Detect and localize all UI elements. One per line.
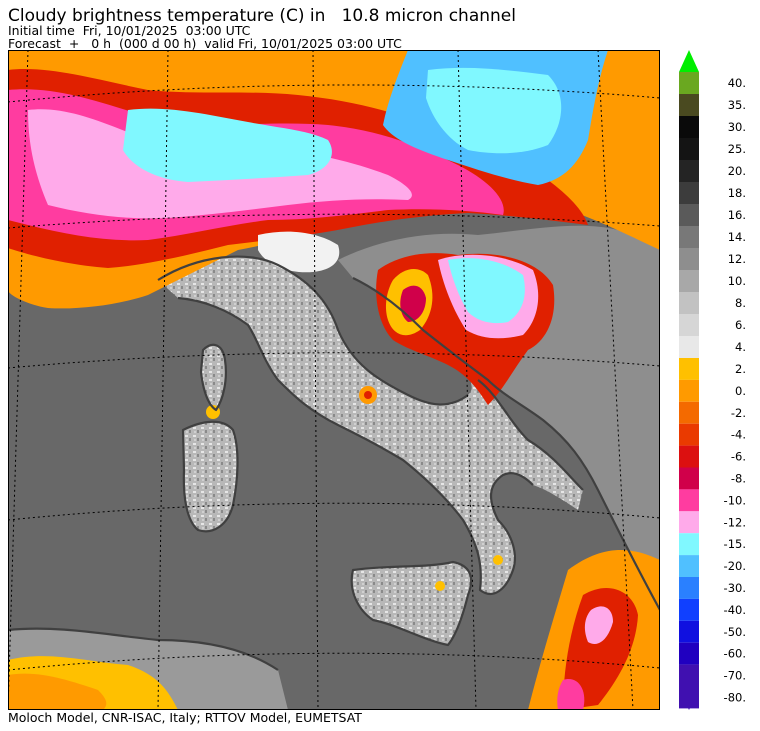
legend-label: -70.	[724, 669, 746, 683]
legend-swatch	[679, 248, 699, 270]
grid-line	[457, 50, 477, 710]
legend-swatch	[679, 533, 699, 556]
cloud-adriatic-magenta	[400, 285, 426, 322]
legend-swatch	[679, 160, 699, 182]
legend-label: -80.	[724, 690, 746, 704]
cloud-adriatic-cyan	[448, 258, 525, 324]
legend-label: 40.	[728, 76, 746, 90]
legend-label: 30.	[728, 120, 746, 134]
legend-label: 6.	[735, 318, 746, 332]
legend-label: -40.	[724, 603, 746, 617]
coastline-balkans	[352, 277, 660, 611]
legend-swatch	[679, 314, 699, 336]
credit-text: Moloch Model, CNR-ISAC, Italy; RTTOV Mod…	[8, 710, 362, 725]
legend-swatch	[679, 555, 699, 577]
cloud-spot	[364, 391, 372, 399]
map-border	[8, 50, 660, 710]
land-italy	[158, 256, 583, 594]
legend-swatch	[679, 423, 699, 446]
legend-swatch	[679, 664, 699, 687]
legend-label: -15.	[724, 537, 746, 551]
legend-swatch	[679, 445, 699, 468]
legend-label: -6.	[731, 450, 746, 464]
cloud-ionian-magenta	[557, 679, 585, 710]
legend-label: 4.	[735, 340, 746, 354]
legend-label: -8.	[731, 471, 746, 485]
grid-line	[597, 50, 634, 710]
legend-swatch	[679, 270, 699, 292]
map-title: Cloudy brightness temperature (C) in 10.…	[8, 6, 516, 26]
legend-label: 16.	[728, 208, 746, 222]
legend-label: -12.	[724, 515, 746, 529]
legend-label: 35.	[728, 98, 746, 112]
grid-line	[157, 50, 169, 710]
initial-time-label: Initial time Fri, 10/01/2025 03:00 UTC	[8, 23, 251, 38]
legend-swatch	[679, 226, 699, 248]
legend-label: 0.	[735, 384, 746, 398]
legend-swatch	[679, 204, 699, 226]
forecast-label: Forecast + 0 h (000 d 00 h) valid Fri, 1…	[8, 36, 402, 51]
legend-label: 20.	[728, 164, 746, 178]
legend-label: -50.	[724, 625, 746, 639]
cloud-ionian-red	[563, 587, 638, 710]
legend-swatch	[679, 182, 699, 204]
coastline-corsica	[199, 343, 227, 412]
coastline-italy	[157, 255, 584, 595]
legend-label: 2.	[735, 362, 746, 376]
legend-label: 8.	[735, 296, 746, 310]
coastline-sicily	[350, 560, 473, 647]
legend-bottom-arrow	[679, 688, 699, 710]
legend-label: 12.	[728, 252, 746, 266]
legend-swatch	[679, 94, 699, 116]
legend-label: -10.	[724, 493, 746, 507]
legend-swatch	[679, 358, 699, 380]
land-sardinia	[183, 421, 238, 532]
grid-line	[8, 50, 29, 710]
grid-line	[312, 50, 319, 710]
color-legend: 40. 35. 30. 25. 20. 18. 16. 14. 12. 10. 8. 6. 4. 2. 0…	[679, 50, 746, 710]
legend-swatch	[679, 467, 699, 490]
legend-swatch	[679, 379, 699, 402]
cloud-white-band	[258, 231, 340, 273]
cloud-africa-orange	[8, 673, 107, 710]
legend-label: -20.	[724, 559, 746, 573]
legend-swatch	[679, 336, 699, 358]
legend-top-arrow	[679, 50, 699, 72]
cloud-spot	[493, 555, 503, 565]
cloud-spot	[435, 581, 445, 591]
legend-label: -30.	[724, 581, 746, 595]
coastline-north-africa	[8, 627, 279, 671]
legend-label: 14.	[728, 230, 746, 244]
satellite-map	[8, 50, 660, 710]
legend-label: -2.	[731, 406, 746, 420]
legend-swatch	[679, 511, 699, 534]
legend-label: -4.	[731, 428, 746, 442]
legend-swatch	[679, 620, 699, 643]
legend-swatch	[679, 138, 699, 160]
legend-swatch	[679, 577, 699, 599]
legend-swatch	[679, 642, 699, 665]
cloud-cyan	[123, 108, 332, 182]
legend-swatch	[679, 292, 699, 314]
legend-swatch	[679, 489, 699, 512]
cloud-ionian-pink	[584, 606, 613, 644]
legend-swatch	[679, 72, 699, 94]
legend-swatch	[679, 116, 699, 138]
legend-label: 25.	[728, 142, 746, 156]
legend-label: 18.	[728, 186, 746, 200]
legend-swatch	[679, 401, 699, 424]
legend-label: 10.	[728, 274, 746, 288]
legend-label: -60.	[724, 647, 746, 661]
legend-swatch	[679, 598, 699, 621]
land-corsica	[201, 344, 226, 410]
